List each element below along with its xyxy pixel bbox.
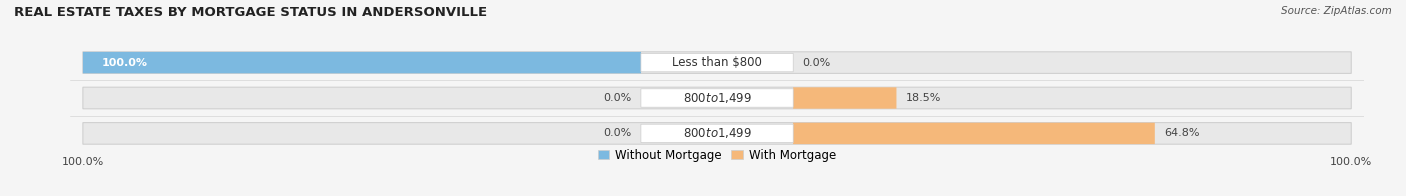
Text: REAL ESTATE TAXES BY MORTGAGE STATUS IN ANDERSONVILLE: REAL ESTATE TAXES BY MORTGAGE STATUS IN …: [14, 6, 488, 19]
Text: $800 to $1,499: $800 to $1,499: [682, 126, 752, 140]
Text: Source: ZipAtlas.com: Source: ZipAtlas.com: [1281, 6, 1392, 16]
FancyBboxPatch shape: [793, 87, 897, 109]
Text: 64.8%: 64.8%: [1164, 128, 1199, 138]
Legend: Without Mortgage, With Mortgage: Without Mortgage, With Mortgage: [593, 144, 841, 167]
FancyBboxPatch shape: [83, 87, 1351, 109]
Text: $800 to $1,499: $800 to $1,499: [682, 91, 752, 105]
FancyBboxPatch shape: [83, 123, 1351, 144]
Text: Less than $800: Less than $800: [672, 56, 762, 69]
FancyBboxPatch shape: [641, 53, 793, 72]
Text: 0.0%: 0.0%: [603, 93, 631, 103]
FancyBboxPatch shape: [793, 123, 1154, 144]
FancyBboxPatch shape: [83, 52, 641, 73]
Text: 100.0%: 100.0%: [103, 58, 148, 68]
FancyBboxPatch shape: [641, 124, 793, 143]
Text: 0.0%: 0.0%: [603, 128, 631, 138]
FancyBboxPatch shape: [641, 89, 793, 107]
Text: 18.5%: 18.5%: [905, 93, 941, 103]
FancyBboxPatch shape: [83, 52, 1351, 73]
Text: 0.0%: 0.0%: [803, 58, 831, 68]
